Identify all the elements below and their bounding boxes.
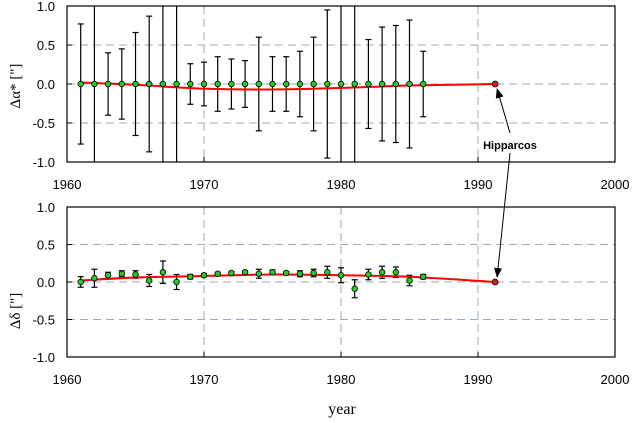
x-tick-label: 1970: [190, 177, 219, 192]
y-tick-label: 0.5: [37, 38, 55, 53]
data-point: [214, 80, 221, 88]
data-point: [310, 80, 317, 88]
data-point: [118, 80, 125, 88]
data-layer: [77, 260, 496, 299]
data-point: [283, 80, 290, 88]
data-point: [77, 278, 84, 286]
data-point: [283, 269, 290, 277]
data-point: [269, 80, 276, 88]
data-point: [104, 80, 112, 88]
hipparcos-arrow-bottom: [494, 152, 511, 278]
data-point: [214, 270, 221, 277]
top-panel: 1960 1970 1980 1990 2000 1.0 0.5 0.0 -0.5 -1.0: [33, 0, 630, 192]
y-axis-label-top: Δα* ["]: [8, 64, 24, 109]
x-tick-label: 1990: [464, 372, 493, 387]
data-point: [241, 269, 249, 276]
annotation-hipparcos: Hipparcos: [483, 140, 537, 152]
x-tick-label: 1960: [53, 372, 82, 387]
data-point: [173, 278, 180, 286]
data-point: [351, 80, 358, 88]
data-point: [324, 80, 331, 88]
y-tick-label: 0.5: [37, 238, 55, 253]
data-point: [296, 80, 304, 88]
data-layer: [77, 6, 496, 162]
y-tick-label: -0.5: [33, 116, 55, 131]
data-point: [200, 80, 208, 88]
data-point: [337, 80, 345, 88]
data-point: [365, 271, 372, 278]
data-point: [241, 80, 249, 88]
data-point: [378, 269, 386, 276]
hipparcos-arrow-top: [495, 88, 511, 134]
data-point: [310, 269, 317, 277]
y-axis-label-bottom: Δδ ["]: [8, 293, 24, 330]
x-tick-label: 1960: [53, 177, 82, 192]
data-point: [104, 272, 112, 279]
data-point: [159, 269, 167, 276]
x-tick-label: 1990: [464, 177, 493, 192]
data-point: [269, 269, 276, 276]
hipparcos-point: [491, 278, 499, 286]
x-tick-label: 2000: [601, 177, 630, 192]
data-point: [159, 80, 167, 88]
data-point: [378, 80, 386, 88]
y-tick-label: -1.0: [33, 350, 55, 365]
data-point: [365, 80, 372, 88]
data-point: [145, 80, 153, 88]
y-tick-label: 0.0: [37, 275, 55, 290]
y-tick-label: 0.0: [37, 77, 55, 92]
y-tick-label: 1.0: [37, 200, 55, 215]
x-tick-label: 2000: [601, 372, 630, 387]
data-point: [420, 80, 427, 88]
data-point: [187, 80, 194, 88]
data-point: [351, 285, 358, 292]
hipparcos-point: [491, 80, 499, 88]
x-tick-label: 1980: [327, 177, 356, 192]
data-point: [406, 277, 413, 284]
data-point: [255, 80, 262, 88]
data-point: [228, 80, 235, 88]
data-point: [296, 270, 304, 277]
data-point: [132, 80, 139, 88]
data-point: [145, 277, 153, 284]
data-point: [337, 272, 345, 279]
y-tick-label: -1.0: [33, 155, 55, 170]
data-point: [392, 269, 399, 276]
y-tick-label: 1.0: [37, 0, 55, 14]
annotation-layer: Hipparcos: [483, 88, 537, 278]
data-point: [91, 275, 98, 282]
data-point: [324, 269, 331, 276]
data-point: [420, 273, 427, 280]
data-point: [255, 270, 262, 277]
data-point: [392, 80, 399, 88]
data-point: [91, 80, 98, 88]
data-point: [200, 272, 208, 279]
x-tick-label: 1970: [190, 372, 219, 387]
x-axis-label: year: [328, 401, 356, 418]
data-point: [228, 269, 235, 277]
bottom-panel: 1960 1970 1980 1990 2000 1.0 0.5 0.0 -0.5 -1.0: [33, 200, 630, 387]
y-tick-label: -0.5: [33, 313, 55, 328]
data-point: [132, 271, 139, 278]
x-tick-label: 1980: [327, 372, 356, 387]
data-point: [406, 80, 413, 88]
data-point: [77, 80, 84, 88]
data-point: [187, 273, 194, 280]
data-point: [118, 270, 125, 277]
data-point: [173, 80, 180, 88]
